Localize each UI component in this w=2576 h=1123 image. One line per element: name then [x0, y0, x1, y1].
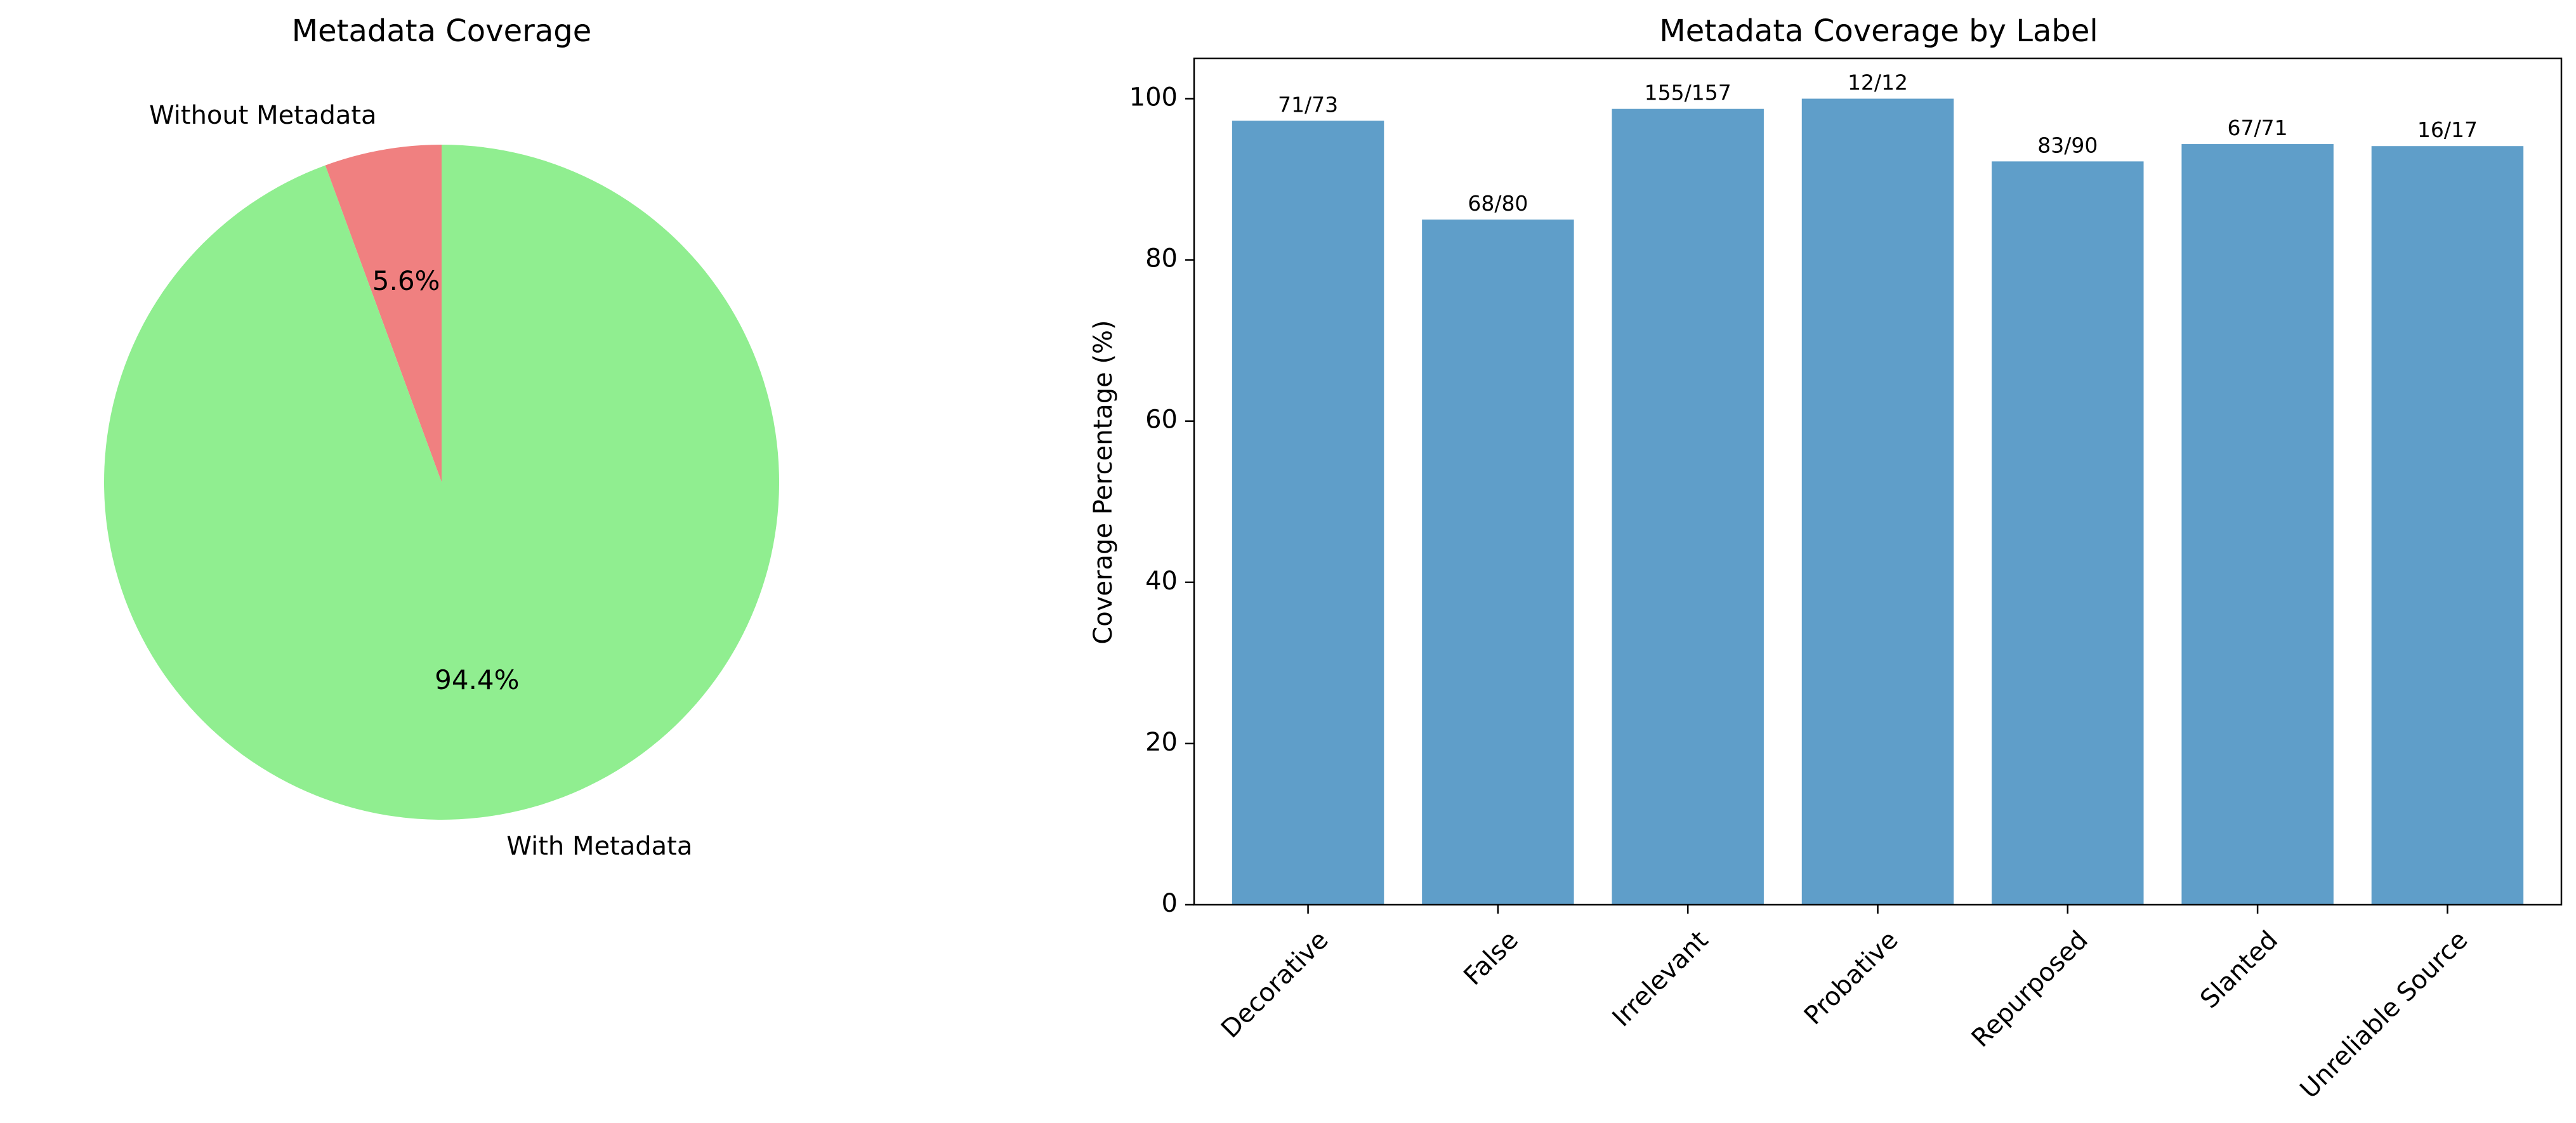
pie-label-without-metadata: Without Metadata — [149, 101, 376, 130]
data-label-repurposed: 83/90 — [2037, 133, 2098, 157]
x-tick-label-probative: Probative — [1799, 926, 1904, 1031]
x-ticks-group: Decorative False Irrelevant Probative Repurp… — [1216, 905, 2473, 1105]
x-tick-label-slanted: Slanted — [2195, 926, 2284, 1015]
y-tick-label: 80 — [1145, 244, 1178, 273]
bar-irrelevant — [1612, 108, 1764, 905]
data-label-slanted: 67/71 — [2228, 115, 2288, 140]
bar-probative — [1801, 98, 1954, 905]
bar-chart: Metadata Coverage by Label Coverage Perc… — [1089, 13, 2563, 1105]
x-tick-label-repurposed: Repurposed — [1966, 926, 2094, 1053]
x-tick-label-false: False — [1458, 926, 1524, 992]
pie-pct-with-metadata: 94.4% — [435, 664, 519, 695]
bar-unreliable-source — [2371, 146, 2524, 905]
pie-label-with-metadata: With Metadata — [506, 832, 692, 861]
x-tick-label-unreliable-source: Unreliable Source — [2295, 926, 2474, 1105]
data-label-decorative: 71/73 — [1278, 92, 1338, 117]
y-tick-label: 40 — [1145, 567, 1178, 596]
y-tick-label: 60 — [1145, 405, 1178, 435]
data-labels-group: 71/73 68/80 155/157 12/12 83/90 67/71 16/17 — [1278, 70, 2478, 216]
x-tick-label-decorative: Decorative — [1216, 926, 1334, 1044]
pie-slice-without-metadata — [325, 145, 442, 482]
y-tick-label: 0 — [1162, 889, 1178, 918]
y-axis-label: Coverage Percentage (%) — [1089, 320, 1118, 644]
pie-title: Metadata Coverage — [292, 13, 592, 49]
bar-slanted — [2181, 144, 2334, 905]
bar-title: Metadata Coverage by Label — [1659, 13, 2098, 49]
y-ticks-group: 0 20 40 60 80 100 — [1129, 83, 1194, 918]
y-tick-label: 100 — [1129, 83, 1178, 112]
y-tick-label: 20 — [1145, 728, 1178, 757]
plot-frame — [1193, 57, 2563, 906]
x-tick-label-irrelevant: Irrelevant — [1607, 926, 1714, 1033]
pie-chart: Metadata Coverage Without Metadata With … — [104, 13, 780, 861]
bars-group — [1232, 98, 2524, 905]
bar-repurposed — [1992, 161, 2144, 905]
data-label-probative: 12/12 — [1848, 70, 1908, 95]
pie-slice-with-metadata — [104, 145, 780, 820]
bar-decorative — [1232, 121, 1384, 905]
bar-false — [1422, 220, 1574, 905]
data-label-false: 68/80 — [1468, 191, 1528, 216]
pie-pct-without-metadata: 5.6% — [372, 265, 440, 296]
data-label-irrelevant: 155/157 — [1645, 81, 1732, 105]
data-label-unreliable-source: 16/17 — [2417, 117, 2478, 142]
